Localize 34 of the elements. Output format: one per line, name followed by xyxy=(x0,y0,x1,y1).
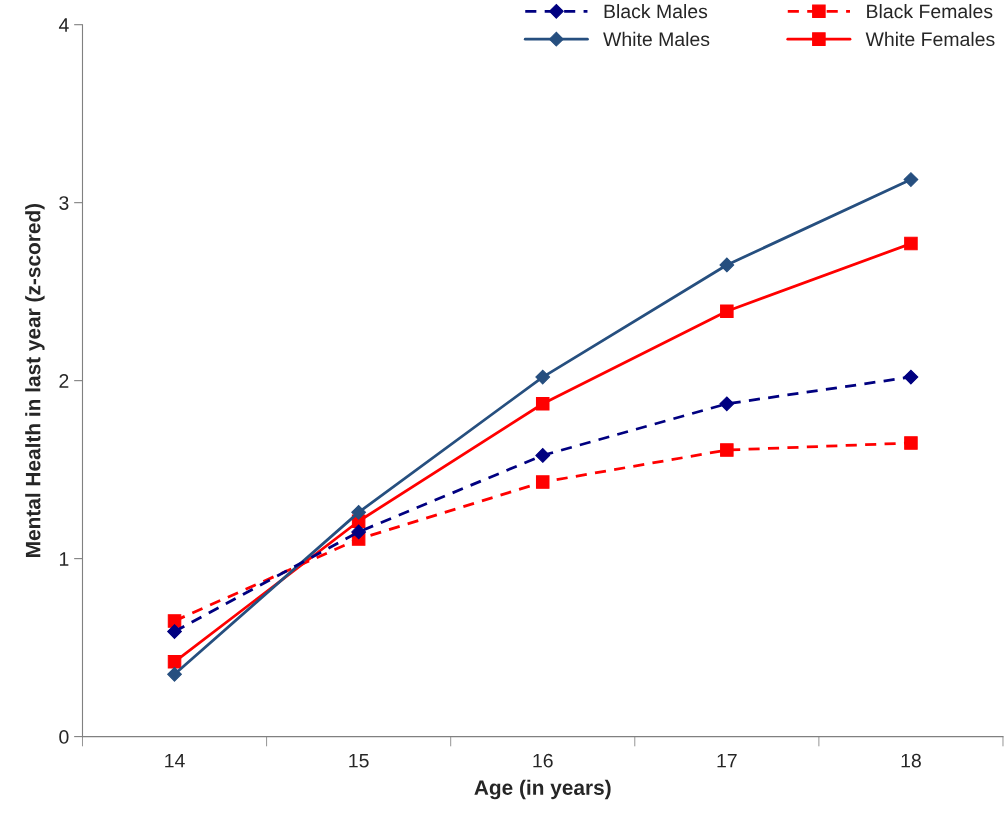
x-axis-title: Age (in years) xyxy=(474,779,611,800)
legend-label: White Females xyxy=(865,31,995,47)
point xyxy=(535,447,551,463)
point xyxy=(167,666,182,682)
point xyxy=(167,624,182,639)
y-axis-title: Mental Health in last year (z-scored) xyxy=(25,203,45,557)
point xyxy=(535,369,551,385)
point xyxy=(351,504,367,520)
point xyxy=(904,436,918,450)
y-tick-label: 3 xyxy=(59,196,69,210)
x-tick-label: 15 xyxy=(349,753,369,768)
y-tick-label: 2 xyxy=(59,374,69,388)
point xyxy=(351,524,367,540)
point xyxy=(904,236,918,251)
point xyxy=(720,443,734,457)
point xyxy=(719,396,735,412)
legend-label: White Males xyxy=(603,31,710,47)
x-tick-label: 18 xyxy=(901,753,921,768)
x-tick-label: 17 xyxy=(717,753,737,768)
y-tick-label: 0 xyxy=(59,730,69,744)
point xyxy=(167,614,182,628)
x-tick-label: 16 xyxy=(533,753,553,768)
point xyxy=(535,475,550,489)
point xyxy=(167,655,182,669)
x-tick-label: 14 xyxy=(165,753,185,768)
y-tick-label: 4 xyxy=(58,18,69,32)
point xyxy=(720,304,734,318)
point xyxy=(719,257,735,273)
point xyxy=(903,172,919,187)
y-tick-label: 1 xyxy=(59,552,69,566)
legend-label: Black Females xyxy=(867,3,993,19)
legend-label: Black Males xyxy=(604,3,708,19)
point xyxy=(903,369,919,385)
point xyxy=(535,397,550,411)
